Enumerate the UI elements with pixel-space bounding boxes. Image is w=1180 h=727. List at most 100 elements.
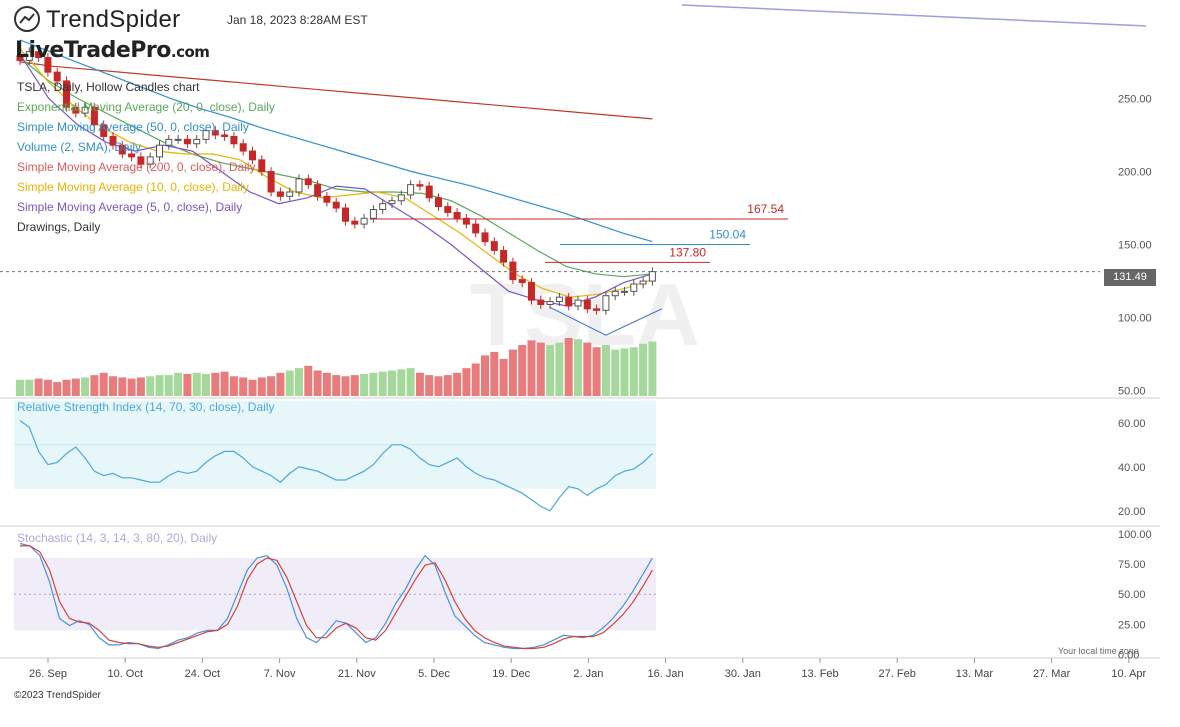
- volume-bar: [118, 377, 127, 396]
- ema20-line: [19, 57, 653, 278]
- candle-body: [528, 282, 535, 301]
- candle-body: [323, 195, 331, 203]
- volume-bar: [304, 365, 313, 396]
- candle-body: [360, 217, 368, 225]
- volume-bar: [471, 363, 480, 396]
- candle-body: [602, 295, 610, 311]
- time-tick-label: 19. Dec: [492, 668, 530, 680]
- candle-body: [146, 156, 154, 165]
- candle-body: [565, 296, 573, 307]
- volume-bar: [350, 375, 359, 396]
- level-label: 167.54: [747, 202, 784, 216]
- candle-body: [137, 156, 145, 165]
- volume-bar: [341, 376, 350, 396]
- volume-bar: [174, 372, 183, 396]
- volume-bar: [639, 343, 648, 396]
- volume-bar: [267, 376, 276, 396]
- candles: [16, 47, 656, 315]
- stoch-tick-label: 0.00: [1118, 650, 1139, 662]
- volume-bar: [239, 377, 248, 396]
- candle-body: [100, 124, 108, 137]
- volume-bar: [481, 355, 489, 396]
- legend-sma50[interactable]: Simple Moving Average (50, 0, close), Da…: [17, 120, 249, 134]
- rsi-title[interactable]: Relative Strength Index (14, 70, 30, clo…: [17, 400, 275, 414]
- volume-bar: [425, 375, 434, 396]
- local-time-note: Your local time zone: [1058, 646, 1139, 656]
- volume-bar: [518, 344, 527, 396]
- stoch-tick-label: 50.00: [1118, 589, 1146, 601]
- candle-body: [118, 144, 126, 155]
- volume-bar: [53, 382, 62, 396]
- candle-body: [388, 200, 396, 205]
- candle-body: [481, 232, 489, 243]
- time-tick-label: 16. Jan: [648, 668, 684, 680]
- rsi-tick-label: 20.00: [1118, 506, 1146, 518]
- volume-bar: [81, 377, 90, 396]
- time-tick-label: 27. Feb: [879, 668, 916, 680]
- volume-bar: [220, 371, 229, 396]
- candle-body: [211, 130, 219, 136]
- candle-body: [53, 71, 61, 82]
- sma200-line: [19, 61, 653, 120]
- candle-body: [44, 57, 52, 73]
- time-tick-label: 27. Mar: [1033, 668, 1071, 680]
- legend-volume[interactable]: Volume (2, SMA), Daily: [17, 140, 142, 154]
- legend-sma5[interactable]: Simple Moving Average (5, 0, close), Dai…: [17, 200, 243, 214]
- volume-bar: [164, 375, 173, 396]
- volume-bar: [434, 376, 443, 396]
- candle-body: [546, 301, 554, 305]
- candle-body: [397, 194, 405, 202]
- volume-bar: [285, 370, 294, 396]
- legend-drawings[interactable]: Drawings, Daily: [17, 220, 101, 234]
- copyright: ©2023 TrendSpider: [14, 690, 101, 701]
- volume-bar: [295, 368, 303, 396]
- time-tick-label: 24. Oct: [185, 668, 220, 680]
- triangle-drawing: [549, 306, 662, 336]
- volume-bar: [71, 378, 80, 396]
- volume-bar: [136, 377, 145, 396]
- candle-body: [444, 206, 452, 213]
- candle-body: [611, 290, 619, 297]
- candle-body: [462, 217, 470, 225]
- candle-body: [267, 171, 275, 193]
- level-label: 137.80: [669, 245, 706, 259]
- candle-body: [369, 209, 377, 219]
- volume-bar: [620, 348, 629, 396]
- volume-bar: [369, 372, 378, 396]
- volume-bar: [99, 372, 108, 396]
- volume-bar: [313, 370, 322, 396]
- stoch-tick-label: 100.00: [1118, 529, 1152, 541]
- chart-timestamp: Jan 18, 2023 8:28AM EST: [227, 13, 368, 27]
- candle-body: [258, 159, 266, 173]
- chart-legend: TSLA, Daily, Hollow Candles chart Expone…: [17, 77, 275, 237]
- legend-ema20[interactable]: Exponential Moving Average (20, 0, close…: [17, 100, 275, 114]
- candle-body: [230, 135, 238, 145]
- legend-sma10[interactable]: Simple Moving Average (10, 0, close), Da…: [17, 180, 249, 194]
- volume-bar: [490, 351, 499, 396]
- volume-bar: [155, 375, 164, 396]
- sma10-line: [19, 48, 653, 298]
- volume-bar: [415, 372, 424, 396]
- volume-bar: [202, 373, 210, 396]
- candle-body: [500, 249, 508, 263]
- price-tick-label: 250.00: [1118, 93, 1152, 105]
- volume-bar: [257, 377, 266, 396]
- stochastic-title[interactable]: Stochastic (14, 3, 14, 3, 80, 20), Daily: [17, 531, 218, 545]
- volume-bar: [629, 347, 638, 396]
- volume-bar: [611, 349, 620, 396]
- candle-body: [156, 144, 163, 158]
- volume-bar: [90, 375, 99, 396]
- candle-body: [583, 299, 591, 310]
- volume-bar: [388, 370, 396, 396]
- volume-bar: [62, 379, 71, 396]
- legend-sma200[interactable]: Simple Moving Average (200, 0, close), D…: [17, 160, 256, 174]
- candle-body: [109, 135, 117, 146]
- candle-body: [72, 106, 80, 114]
- candle-body: [81, 106, 89, 114]
- time-tick-label: 13. Feb: [801, 668, 838, 680]
- candle-body: [342, 207, 349, 222]
- candle-body: [555, 296, 563, 303]
- candle-body: [286, 191, 294, 197]
